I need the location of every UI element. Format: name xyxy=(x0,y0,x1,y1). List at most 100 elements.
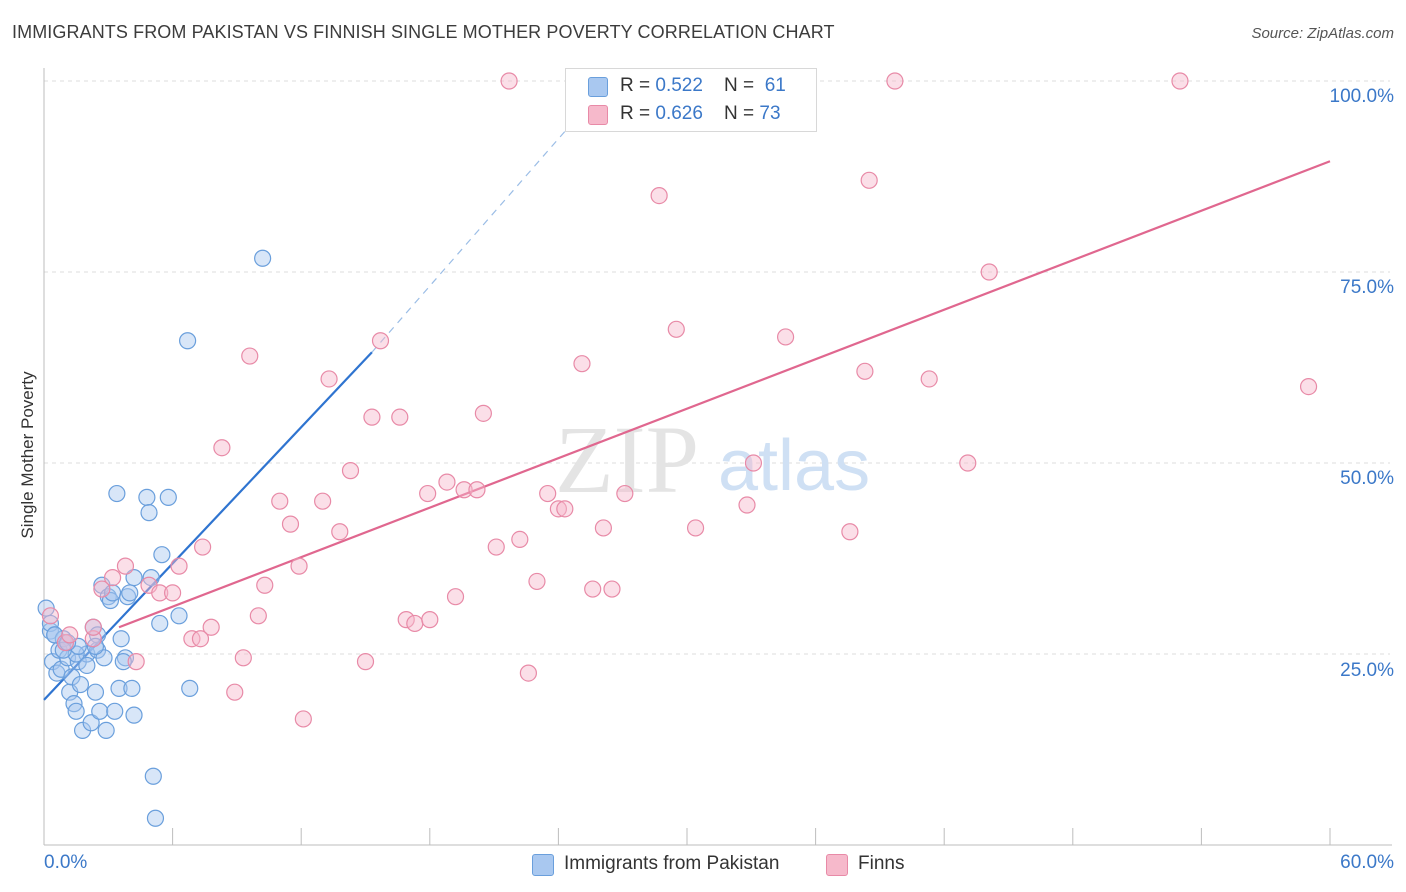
data-points xyxy=(37,72,1318,827)
point-finns xyxy=(487,538,505,556)
point-pakistan xyxy=(181,679,199,697)
r-label: R = xyxy=(620,103,656,124)
trend-lines xyxy=(43,118,1331,701)
point-finns xyxy=(455,481,473,499)
point-pakistan xyxy=(125,706,143,724)
point-pakistan xyxy=(138,488,156,506)
point-finns xyxy=(127,653,145,671)
watermark-atlas: atlas xyxy=(718,426,870,506)
point-finns xyxy=(314,492,332,510)
point-finns xyxy=(406,614,424,633)
point-finns xyxy=(61,626,79,644)
point-pakistan xyxy=(123,679,141,697)
point-pakistan xyxy=(78,656,96,675)
point-finns xyxy=(650,187,668,205)
point-pakistan xyxy=(125,568,143,587)
x-tick-label: 0.0% xyxy=(44,852,88,873)
y-tick-label: 100.0% xyxy=(1329,86,1394,107)
point-finns xyxy=(249,607,267,625)
point-finns xyxy=(191,630,210,648)
point-finns xyxy=(294,710,312,728)
point-pakistan xyxy=(121,584,139,602)
source-label: Source: ZipAtlas.com xyxy=(1251,25,1394,42)
point-finns xyxy=(594,519,613,537)
point-finns xyxy=(226,683,244,701)
point-finns xyxy=(776,328,795,346)
point-finns xyxy=(1299,378,1318,396)
point-finns xyxy=(256,576,274,594)
point-finns xyxy=(519,664,537,682)
legend-swatch-pakistan xyxy=(532,854,554,876)
point-finns xyxy=(841,523,859,541)
point-finns xyxy=(271,492,289,510)
point-pakistan xyxy=(86,683,105,701)
point-pakistan xyxy=(179,332,197,350)
axes xyxy=(43,68,1392,846)
point-finns xyxy=(446,588,465,606)
point-finns xyxy=(584,580,602,598)
point-finns xyxy=(738,496,756,514)
point-pakistan xyxy=(153,546,171,564)
legend-label: Finns xyxy=(858,853,905,874)
point-finns xyxy=(151,584,169,602)
point-finns xyxy=(290,557,308,575)
chart-title: IMMIGRANTS FROM PAKISTAN VS FINNISH SING… xyxy=(12,22,835,42)
point-finns xyxy=(84,618,102,636)
point-pakistan xyxy=(103,584,122,602)
y-tick-label: 25.0% xyxy=(1340,660,1394,681)
point-finns xyxy=(241,347,259,365)
point-finns xyxy=(93,580,111,598)
point-finns xyxy=(856,362,874,380)
point-finns xyxy=(500,72,518,90)
watermark-zip: ZIP xyxy=(555,406,699,513)
point-pakistan xyxy=(170,607,188,625)
point-pakistan xyxy=(108,484,126,503)
point-finns xyxy=(213,439,231,457)
y-tick-label: 50.0% xyxy=(1340,468,1394,489)
point-pakistan xyxy=(112,630,130,648)
r-label: R = xyxy=(620,75,656,96)
point-finns xyxy=(886,72,904,90)
point-finns xyxy=(371,332,390,350)
trend-line-pakistan-extension xyxy=(371,118,576,353)
point-pakistan xyxy=(140,504,158,522)
point-finns xyxy=(603,580,621,598)
point-pakistan xyxy=(106,702,124,720)
point-finns xyxy=(511,530,529,549)
point-finns xyxy=(331,523,349,541)
point-finns xyxy=(421,611,439,629)
point-finns xyxy=(363,408,381,426)
watermark: ZIP atlas xyxy=(555,406,870,513)
point-finns xyxy=(341,462,360,480)
y-axis-label: Single Mother Poverty xyxy=(18,371,37,539)
point-finns xyxy=(744,454,763,472)
point-pakistan xyxy=(91,702,109,720)
legend-swatch-finns xyxy=(588,105,608,125)
legend-swatch-pakistan xyxy=(588,77,608,97)
point-pakistan xyxy=(71,675,90,694)
point-finns xyxy=(419,484,437,503)
point-finns xyxy=(281,515,300,533)
n-value: 73 xyxy=(759,103,781,124)
trend-line-finns xyxy=(118,160,1331,629)
point-finns xyxy=(860,171,878,189)
point-finns xyxy=(616,484,634,503)
point-pakistan xyxy=(151,614,169,633)
point-finns xyxy=(194,538,212,556)
point-finns xyxy=(920,370,938,388)
point-finns xyxy=(573,355,591,373)
point-pakistan xyxy=(144,767,162,785)
point-finns xyxy=(959,454,977,472)
point-finns xyxy=(468,481,486,499)
point-finns xyxy=(164,584,182,602)
point-pakistan xyxy=(110,679,128,697)
point-finns xyxy=(474,404,492,422)
point-pakistan xyxy=(114,653,132,671)
point-finns xyxy=(549,500,568,518)
point-finns xyxy=(1171,72,1189,90)
point-finns xyxy=(391,408,409,426)
point-finns xyxy=(438,473,456,491)
grid-lines xyxy=(44,80,1390,655)
point-finns xyxy=(356,653,375,671)
point-finns xyxy=(103,568,122,587)
